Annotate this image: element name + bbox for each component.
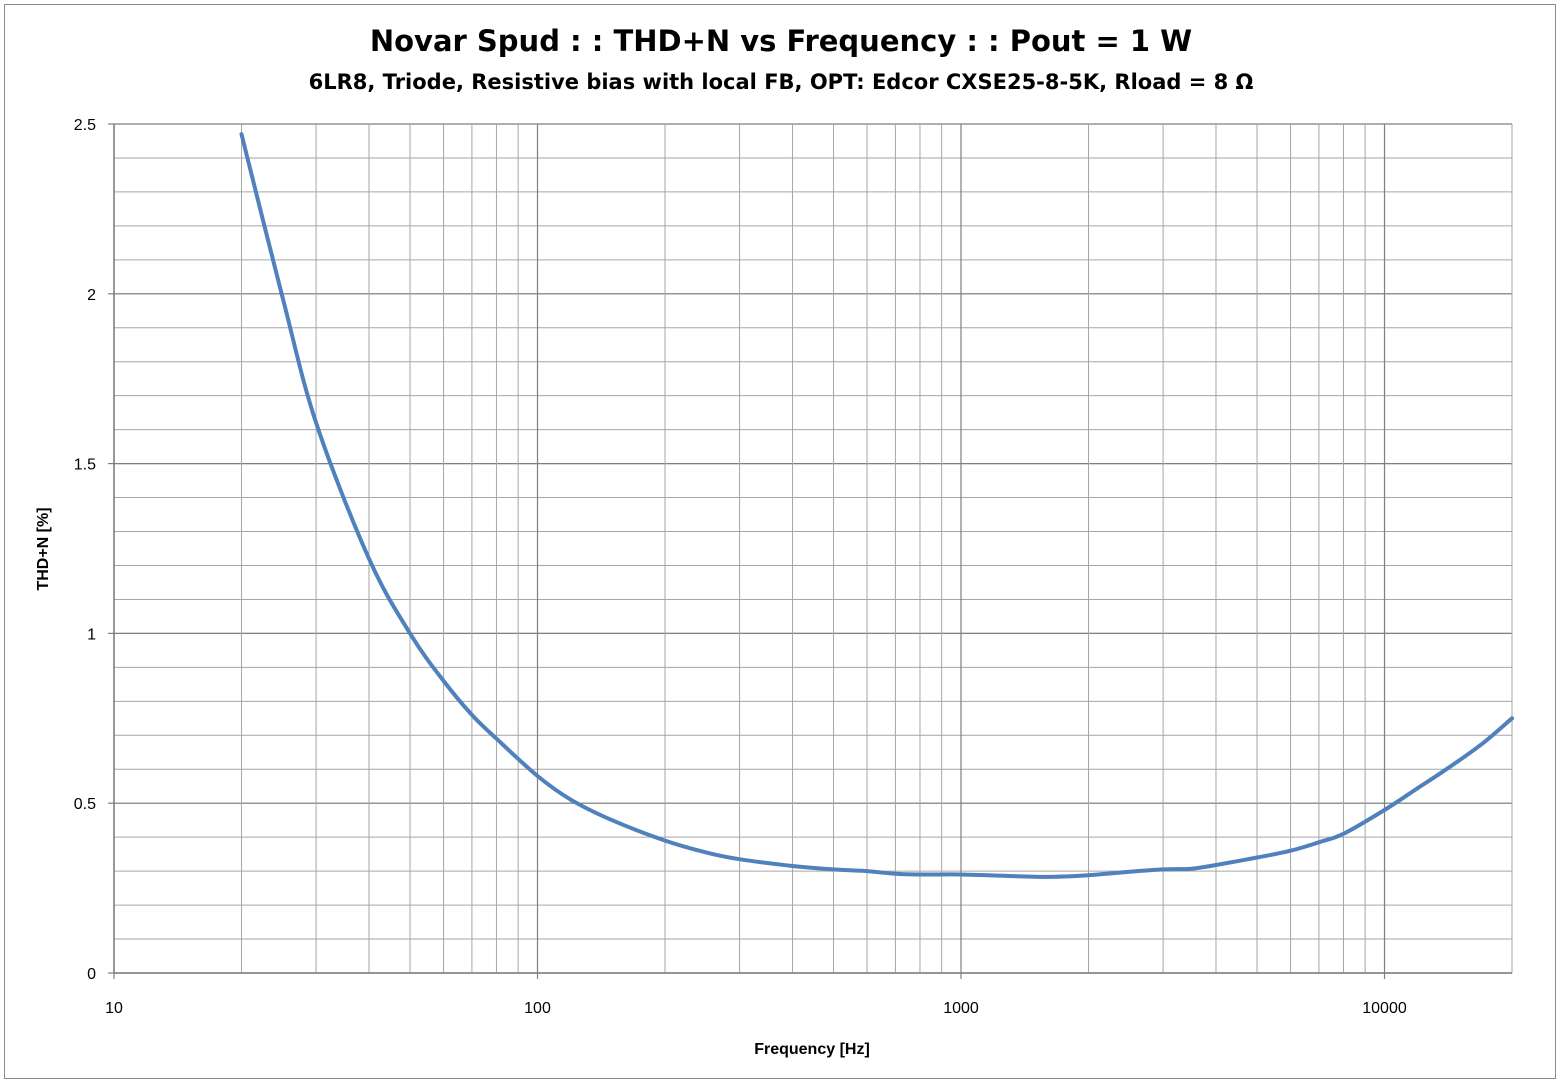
y-tick-label: 2.5 <box>74 117 96 134</box>
x-tick-label: 1000 <box>943 1000 979 1017</box>
y-tick-label: 0 <box>87 966 96 983</box>
chart-frame <box>4 4 1556 1079</box>
x-tick-label: 100 <box>524 1000 551 1017</box>
x-tick-label: 10000 <box>1362 1000 1407 1017</box>
y-tick-label: 1.5 <box>74 457 96 474</box>
chart-subtitle: 6LR8, Triode, Resistive bias with local … <box>308 70 1254 94</box>
y-tick-label: 1 <box>87 626 96 643</box>
x-axis-label: Frequency [Hz] <box>754 1041 870 1058</box>
tick-labels: 0 0.5 1 1.5 2 2.5 10 100 1000 10000 <box>74 117 1407 1017</box>
chart-title: Novar Spud : : THD+N vs Frequency : : Po… <box>369 24 1193 58</box>
y-axis-label: THD+N [%] <box>35 507 52 590</box>
axes <box>108 123 1512 979</box>
y-tick-label: 2 <box>87 287 96 304</box>
x-tick-label: 10 <box>105 1000 123 1017</box>
series-line <box>239 132 1514 879</box>
y-tick-label: 0.5 <box>74 796 96 813</box>
grid <box>113 123 1513 974</box>
